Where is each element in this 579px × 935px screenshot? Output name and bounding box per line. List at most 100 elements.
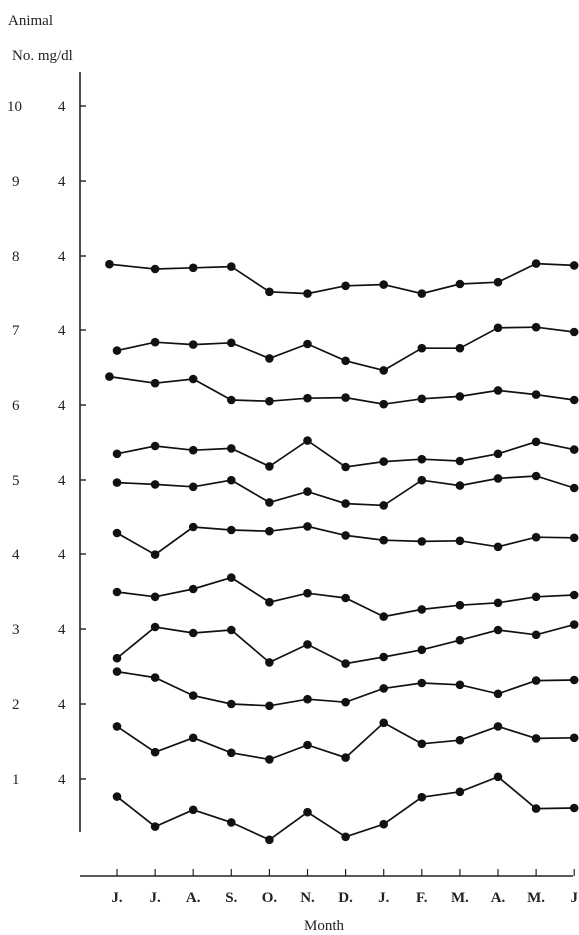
data-point — [341, 393, 350, 402]
y-tick-animal: 7 — [12, 323, 20, 339]
data-point — [455, 456, 465, 466]
y-tick-value: 4 — [58, 174, 66, 190]
data-point — [379, 718, 389, 728]
y-tick-value: 4 — [58, 398, 66, 414]
data-point — [188, 522, 198, 532]
data-point — [227, 444, 236, 453]
data-point — [341, 499, 350, 508]
data-point — [531, 804, 541, 813]
series-animal-8 — [105, 372, 579, 409]
data-point — [417, 343, 427, 353]
data-point — [341, 697, 350, 707]
data-point — [227, 699, 236, 709]
y-tick-value: 4 — [58, 473, 66, 489]
data-point — [569, 483, 579, 493]
data-point — [150, 550, 160, 559]
data-point — [188, 805, 198, 815]
y-tick-animal: 5 — [12, 473, 20, 489]
x-axis-label: Month — [304, 918, 345, 934]
data-point — [150, 622, 160, 632]
data-point — [569, 327, 579, 337]
data-point — [188, 445, 198, 455]
series-group — [105, 259, 579, 845]
data-point — [493, 449, 503, 459]
data-point — [303, 740, 312, 750]
data-point — [569, 803, 579, 813]
data-point — [150, 441, 160, 451]
series-animal-1 — [112, 718, 579, 764]
data-point — [379, 612, 389, 621]
y-tick-animal: 3 — [12, 622, 20, 638]
data-point — [569, 261, 579, 270]
data-point — [379, 501, 389, 510]
data-point — [341, 753, 350, 762]
data-point — [341, 356, 350, 366]
data-point — [150, 747, 160, 757]
data-point — [379, 399, 389, 409]
data-point — [227, 475, 236, 485]
data-point — [303, 393, 312, 403]
data-point — [569, 445, 579, 454]
y-tick-animal: 10 — [7, 99, 22, 115]
data-point — [455, 536, 465, 546]
data-point — [455, 343, 465, 353]
y-tick-value: 4 — [58, 249, 66, 265]
data-point — [417, 678, 427, 688]
data-point — [531, 630, 541, 640]
data-point — [112, 449, 122, 459]
y-tick-value: 4 — [58, 323, 66, 339]
data-point — [265, 462, 274, 471]
y-tick-labels: 1 4 2 4 3 4 4 4 5 4 6 4 7 4 8 4 9 4 10 4 — [7, 99, 86, 788]
data-point — [265, 755, 274, 764]
data-point — [112, 478, 122, 487]
data-point — [455, 481, 465, 490]
data-point — [303, 640, 312, 649]
data-point — [105, 372, 114, 381]
data-point — [493, 474, 503, 483]
data-point — [569, 733, 579, 743]
y-tick-animal: 6 — [12, 398, 20, 414]
data-point — [227, 262, 236, 271]
data-point — [265, 498, 274, 507]
data-point — [379, 280, 389, 289]
x-tick-label: J. — [149, 890, 161, 906]
data-point — [531, 259, 541, 268]
series-animal-6 — [112, 471, 579, 510]
x-tick-label: A. — [186, 890, 201, 906]
data-point — [417, 289, 427, 298]
data-point — [188, 628, 198, 638]
data-point — [493, 689, 503, 699]
x-tick-label: J. — [378, 890, 390, 906]
data-point — [265, 354, 274, 363]
data-point — [188, 691, 198, 700]
data-point — [150, 264, 160, 274]
data-point — [150, 673, 160, 682]
x-tick-label: M. — [527, 890, 545, 906]
data-point — [265, 835, 274, 845]
data-point — [379, 366, 389, 375]
data-point — [188, 340, 198, 349]
data-point — [569, 533, 579, 543]
data-point — [493, 323, 503, 333]
data-point — [265, 597, 274, 607]
y-tick-animal: 8 — [12, 249, 20, 265]
data-point — [188, 482, 198, 492]
data-point — [531, 592, 541, 602]
data-point — [265, 658, 274, 667]
data-point — [227, 573, 236, 582]
data-point — [493, 386, 503, 395]
data-point — [493, 722, 503, 731]
x-tick-labels: J. J. A. S. O. N. D. J. F. M. A. M. J — [111, 869, 578, 906]
series-line — [116, 775, 575, 841]
x-tick-label: O. — [262, 890, 278, 906]
data-point — [265, 701, 274, 711]
data-point — [112, 346, 122, 355]
data-point — [455, 635, 465, 645]
data-point — [417, 475, 427, 485]
data-point — [341, 832, 350, 842]
data-point — [341, 659, 350, 668]
series-animal-7 — [112, 436, 579, 472]
data-point — [303, 694, 312, 704]
data-point — [341, 281, 350, 291]
